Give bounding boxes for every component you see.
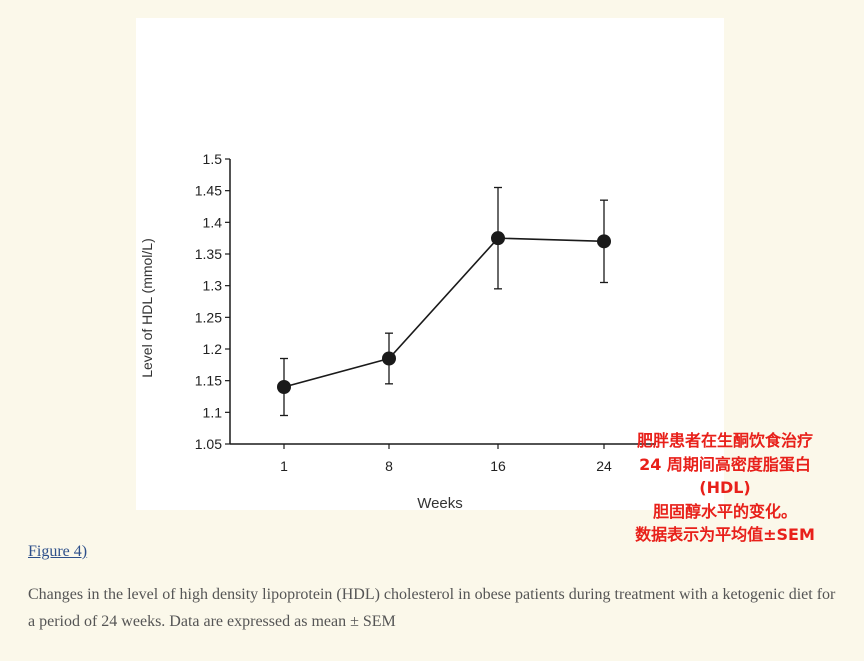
y-axis-label: Level of HDL (mmol/L) (139, 238, 155, 378)
x-axis-label: Weeks (417, 495, 463, 510)
data-point (382, 351, 396, 366)
annotation-line: (HDL) (699, 478, 751, 497)
x-tick-label: 1 (280, 458, 288, 474)
series-polyline (283, 237, 605, 388)
y-tick-label: 1.1 (203, 404, 223, 420)
y-tick-label: 1.15 (195, 373, 222, 389)
figure-caption: Changes in the level of high density lip… (28, 586, 836, 630)
data-point (277, 380, 291, 394)
y-tick-label: 1.4 (203, 214, 223, 230)
x-tick-label: 8 (385, 458, 393, 474)
y-tick-label: 1.2 (203, 341, 223, 357)
error-bars (280, 186, 608, 417)
annotation-line: 胆固醇水平的变化。 (652, 501, 797, 521)
data-points (277, 231, 611, 394)
y-tick-label: 1.35 (195, 246, 222, 262)
series-line (283, 237, 605, 388)
y-tick-label: 1.3 (203, 278, 223, 294)
annotation-line: 24 周期间高密度脂蛋白 (639, 454, 811, 474)
y-tick-label: 1.05 (195, 436, 222, 452)
data-point (597, 234, 611, 249)
y-tick-label: 1.5 (203, 151, 223, 167)
figure-link[interactable]: Figure 4) (28, 543, 88, 560)
y-tick-label: 1.25 (195, 309, 222, 325)
chinese-annotation: 肥胖患者在生酮饮食治疗 24 周期间高密度脂蛋白 (HDL) 胆固醇水平的变化。 数据表… (612, 429, 838, 547)
data-point (491, 231, 505, 246)
y-axis-ticks: 1.05 1.1 1.15 1.2 1.25 1.3 1.35 1.4 1.45 1.5 (195, 151, 230, 452)
x-tick-label: 24 (596, 458, 612, 474)
x-axis-ticks: 1 8 16 24 (280, 444, 612, 474)
y-tick-label: 1.45 (195, 183, 222, 199)
annotation-line: 肥胖患者在生酮饮食治疗 (636, 431, 813, 450)
hdl-line-chart: 1.05 1.1 1.15 1.2 1.25 1.3 1.35 1.4 1.45 1.5 1 8 16… (139, 151, 656, 510)
annotation-line: 数据表示为平均值±SEM (635, 525, 815, 544)
chart-axes (229, 159, 656, 445)
chart-panel: 1.05 1.1 1.15 1.2 1.25 1.3 1.35 1.4 1.45 1.5 1 8 16… (136, 18, 724, 510)
x-tick-label: 16 (490, 458, 506, 474)
